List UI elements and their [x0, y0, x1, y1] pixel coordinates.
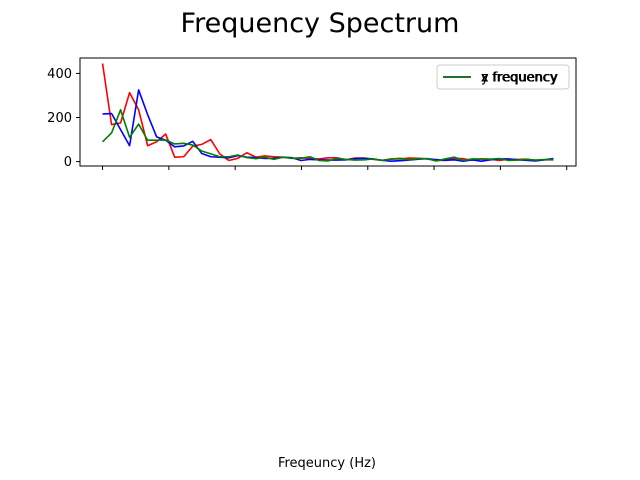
y-tick-label: 0: [64, 155, 72, 170]
figure-title: Frequency Spectrum: [181, 8, 460, 39]
series-line-z-frequency: [101, 109, 554, 162]
legend-box: [436, 64, 570, 90]
legend-label: x frequency: [481, 71, 558, 86]
y-tick-label: 400: [47, 67, 72, 82]
series-line-y-frequency: [102, 89, 554, 162]
y-tick-label: 200: [47, 111, 72, 126]
legend-label: y frequency: [481, 71, 558, 86]
x-axis-label: Freqeuncy (Hz): [278, 456, 376, 471]
legend-label: z frequency: [481, 71, 557, 86]
